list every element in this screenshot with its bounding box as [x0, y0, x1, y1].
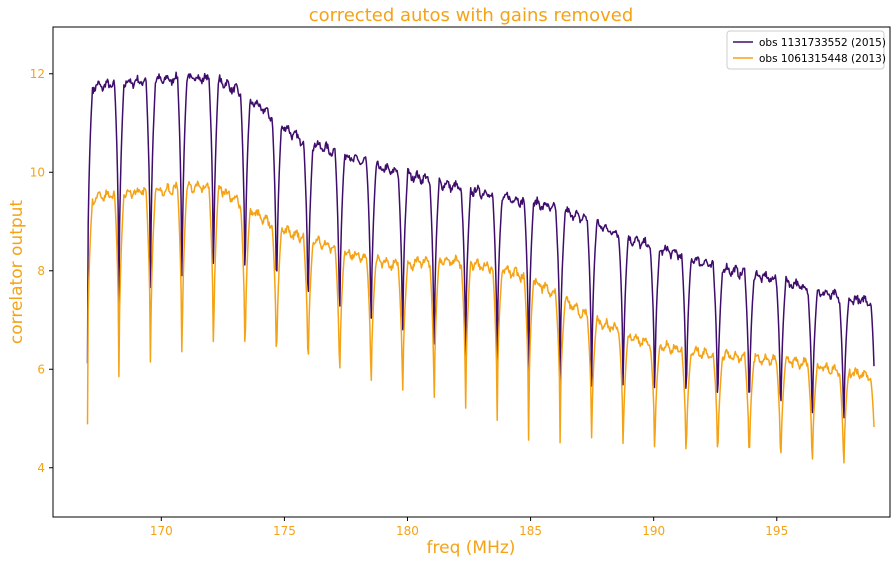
- y-axis-label: correlator output: [7, 200, 27, 345]
- y-tick-label: 8: [37, 264, 45, 278]
- legend-box: [726, 30, 885, 70]
- plot-area: [86, 71, 875, 464]
- y-tick-label: 6: [37, 362, 45, 376]
- x-tick-label: 175: [273, 524, 296, 538]
- axes: 170 175 180 185 190 195 4 6 8 10 12: [30, 26, 891, 538]
- legend-label-2: obs 1061315448 (2013): [759, 53, 886, 65]
- y-tick-label: 4: [37, 461, 45, 475]
- y-tick-label: 10: [30, 165, 45, 179]
- series-line-1: [86, 71, 875, 419]
- legend: obs 1131733552 (2015) obs 1061315448 (201…: [726, 30, 886, 70]
- x-tick-label: 195: [765, 524, 788, 538]
- x-axis-label: freq (MHz): [427, 538, 516, 558]
- chart-title: corrected autos with gains removed: [309, 5, 634, 26]
- x-tick-label: 170: [150, 524, 173, 538]
- x-tick-label: 185: [519, 524, 542, 538]
- series-line-2: [86, 180, 875, 464]
- legend-label-1: obs 1131733552 (2015): [759, 37, 886, 49]
- x-tick-label: 190: [642, 524, 665, 538]
- x-tick-label: 180: [396, 524, 419, 538]
- y-tick-label: 12: [30, 67, 45, 81]
- plot-frame: [52, 26, 891, 518]
